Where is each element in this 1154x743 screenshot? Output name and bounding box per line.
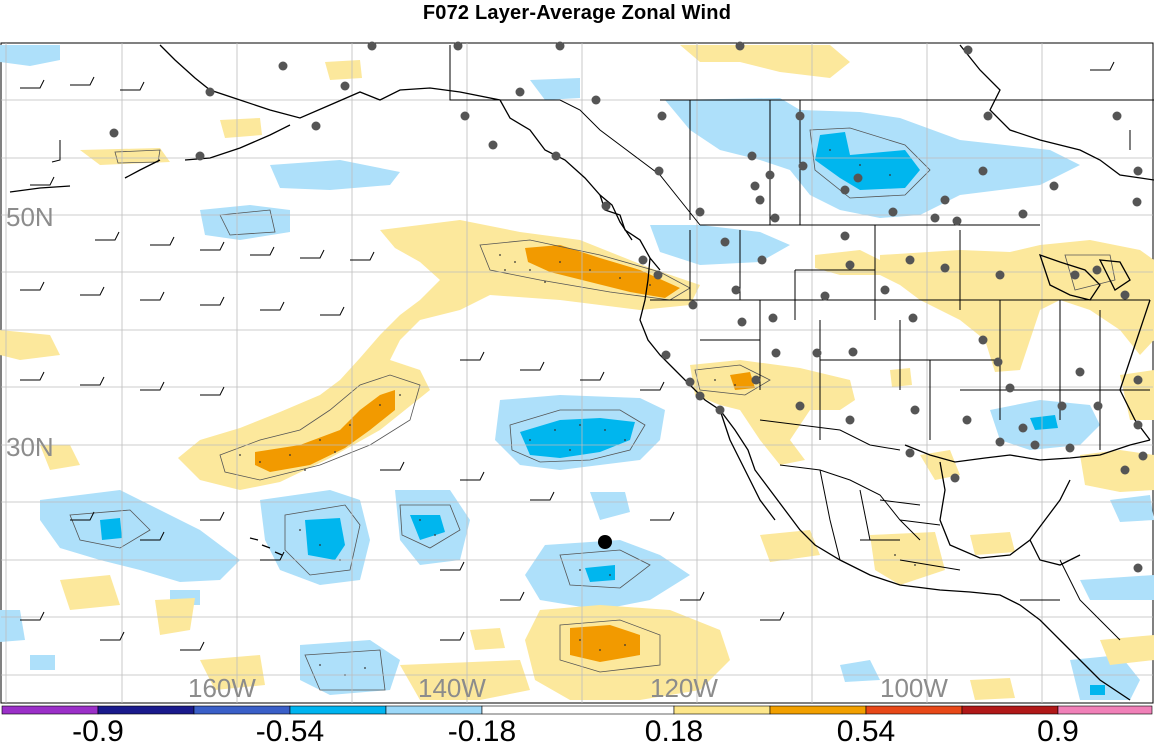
colorbar-segment: [385, 705, 483, 715]
colorbar-segment: [961, 705, 1059, 715]
graticule: [1, 43, 1153, 703]
colorbar-label: -0.18: [448, 715, 516, 743]
colorbar-label: -0.9: [72, 715, 124, 743]
political-boundaries: [449, 45, 1154, 641]
coastlines: [9, 44, 1154, 701]
colorbar-label: 0.18: [645, 715, 703, 743]
strong-negative-wind-shading: [100, 132, 1105, 695]
colorbar-label: 0.9: [1037, 715, 1079, 743]
colorbar-segment: [97, 705, 195, 715]
colorbar-segment: [1057, 705, 1153, 715]
target-location-marker: [598, 535, 612, 549]
lon-label-120w: 120W: [650, 673, 718, 703]
map-panel: 50N 30N 160W 140W 120W 100W: [0, 41, 1154, 704]
colorbar: -0.9 -0.54 -0.18 0.18 0.54 0.9: [1, 705, 1153, 743]
observation-stations: [109, 41, 1148, 573]
lon-label-140w: 140W: [418, 673, 486, 703]
lon-label-100w: 100W: [880, 673, 948, 703]
colorbar-label: -0.54: [256, 715, 324, 743]
lon-label-160w: 160W: [188, 673, 256, 703]
chart-title: F072 Layer-Average Zonal Wind: [422, 2, 732, 24]
axis-labels: 50N 30N 160W 140W 120W 100W: [6, 202, 948, 703]
lat-label-30n: 30N: [6, 432, 54, 462]
lat-label-50n: 50N: [6, 202, 54, 232]
colorbar-segment: [289, 705, 387, 715]
contour-lines: [69, 127, 1116, 691]
significance-stipple: [239, 149, 916, 676]
colorbar-segment: [481, 705, 675, 715]
colorbar-label: 0.54: [837, 715, 895, 743]
colorbar-segment: [865, 705, 963, 715]
strong-positive-wind-shading: [255, 245, 755, 662]
wind-barbs: [20, 61, 1131, 651]
colorbar-segment: [1, 705, 99, 715]
colorbar-segment: [193, 705, 291, 715]
colorbar-segment: [769, 705, 867, 715]
colorbar-segment: [673, 705, 771, 715]
